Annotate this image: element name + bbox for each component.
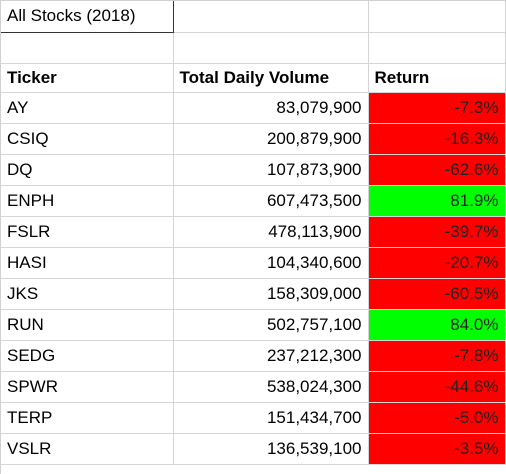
volume-cell[interactable]: 200,879,900 <box>173 123 369 155</box>
table-row: VSLR 136,539,100 -3.5% <box>1 433 506 465</box>
title-cell[interactable]: All Stocks (2018) <box>1 1 174 33</box>
header-row: Ticker Total Daily Volume Return <box>1 63 506 93</box>
empty-cell[interactable] <box>173 1 369 33</box>
title-row: All Stocks (2018) <box>1 1 506 33</box>
table-row: AY 83,079,900 -7.3% <box>1 92 506 124</box>
return-cell[interactable]: -60.5% <box>368 278 506 310</box>
header-ticker[interactable]: Ticker <box>1 63 174 93</box>
ticker-cell[interactable]: DQ <box>1 154 174 186</box>
volume-cell[interactable]: 502,757,100 <box>173 309 369 341</box>
ticker-cell[interactable]: JKS <box>1 278 174 310</box>
volume-cell[interactable]: 237,212,300 <box>173 340 369 372</box>
volume-cell[interactable]: 538,024,300 <box>173 371 369 403</box>
table-row: FSLR 478,113,900 -39.7% <box>1 216 506 248</box>
volume-cell[interactable]: 83,079,900 <box>173 92 369 124</box>
volume-cell[interactable]: 136,539,100 <box>173 433 369 465</box>
blank-row <box>1 32 506 64</box>
ticker-cell[interactable]: FSLR <box>1 216 174 248</box>
header-volume[interactable]: Total Daily Volume <box>173 63 369 93</box>
table-row: RUN 502,757,100 84.0% <box>1 309 506 341</box>
ticker-cell[interactable]: TERP <box>1 402 174 434</box>
table-row: TERP 151,434,700 -5.0% <box>1 402 506 434</box>
table-row: SPWR 538,024,300 -44.6% <box>1 371 506 403</box>
volume-cell[interactable]: 158,309,000 <box>173 278 369 310</box>
volume-cell[interactable]: 104,340,600 <box>173 247 369 279</box>
stock-table: All Stocks (2018) Ticker Total Daily Vol… <box>1 1 506 465</box>
table-row: HASI 104,340,600 -20.7% <box>1 247 506 279</box>
return-cell[interactable]: -16.3% <box>368 123 506 155</box>
return-cell[interactable]: -62.6% <box>368 154 506 186</box>
table-row: CSIQ 200,879,900 -16.3% <box>1 123 506 155</box>
return-cell[interactable]: -3.5% <box>368 433 506 465</box>
table-row: DQ 107,873,900 -62.6% <box>1 154 506 186</box>
return-cell[interactable]: -5.0% <box>368 402 506 434</box>
return-cell[interactable]: 84.0% <box>368 309 506 341</box>
empty-cell[interactable] <box>368 1 506 33</box>
ticker-cell[interactable]: HASI <box>1 247 174 279</box>
empty-cell[interactable] <box>173 32 369 64</box>
volume-cell[interactable]: 107,873,900 <box>173 154 369 186</box>
volume-cell[interactable]: 151,434,700 <box>173 402 369 434</box>
return-cell[interactable]: -7.3% <box>368 92 506 124</box>
return-cell[interactable]: -39.7% <box>368 216 506 248</box>
ticker-cell[interactable]: CSIQ <box>1 123 174 155</box>
ticker-cell[interactable]: AY <box>1 92 174 124</box>
ticker-cell[interactable]: RUN <box>1 309 174 341</box>
ticker-cell[interactable]: SEDG <box>1 340 174 372</box>
table-row: SEDG 237,212,300 -7.8% <box>1 340 506 372</box>
ticker-cell[interactable]: VSLR <box>1 433 174 465</box>
return-cell[interactable]: -7.8% <box>368 340 506 372</box>
volume-cell[interactable]: 607,473,500 <box>173 185 369 217</box>
return-cell[interactable]: -20.7% <box>368 247 506 279</box>
volume-cell[interactable]: 478,113,900 <box>173 216 369 248</box>
empty-cell[interactable] <box>368 32 506 64</box>
return-cell[interactable]: -44.6% <box>368 371 506 403</box>
header-return[interactable]: Return <box>368 63 506 93</box>
table-row: JKS 158,309,000 -60.5% <box>1 278 506 310</box>
ticker-cell[interactable]: SPWR <box>1 371 174 403</box>
table-row: ENPH 607,473,500 81.9% <box>1 185 506 217</box>
empty-cell[interactable] <box>1 32 174 64</box>
ticker-cell[interactable]: ENPH <box>1 185 174 217</box>
return-cell[interactable]: 81.9% <box>368 185 506 217</box>
